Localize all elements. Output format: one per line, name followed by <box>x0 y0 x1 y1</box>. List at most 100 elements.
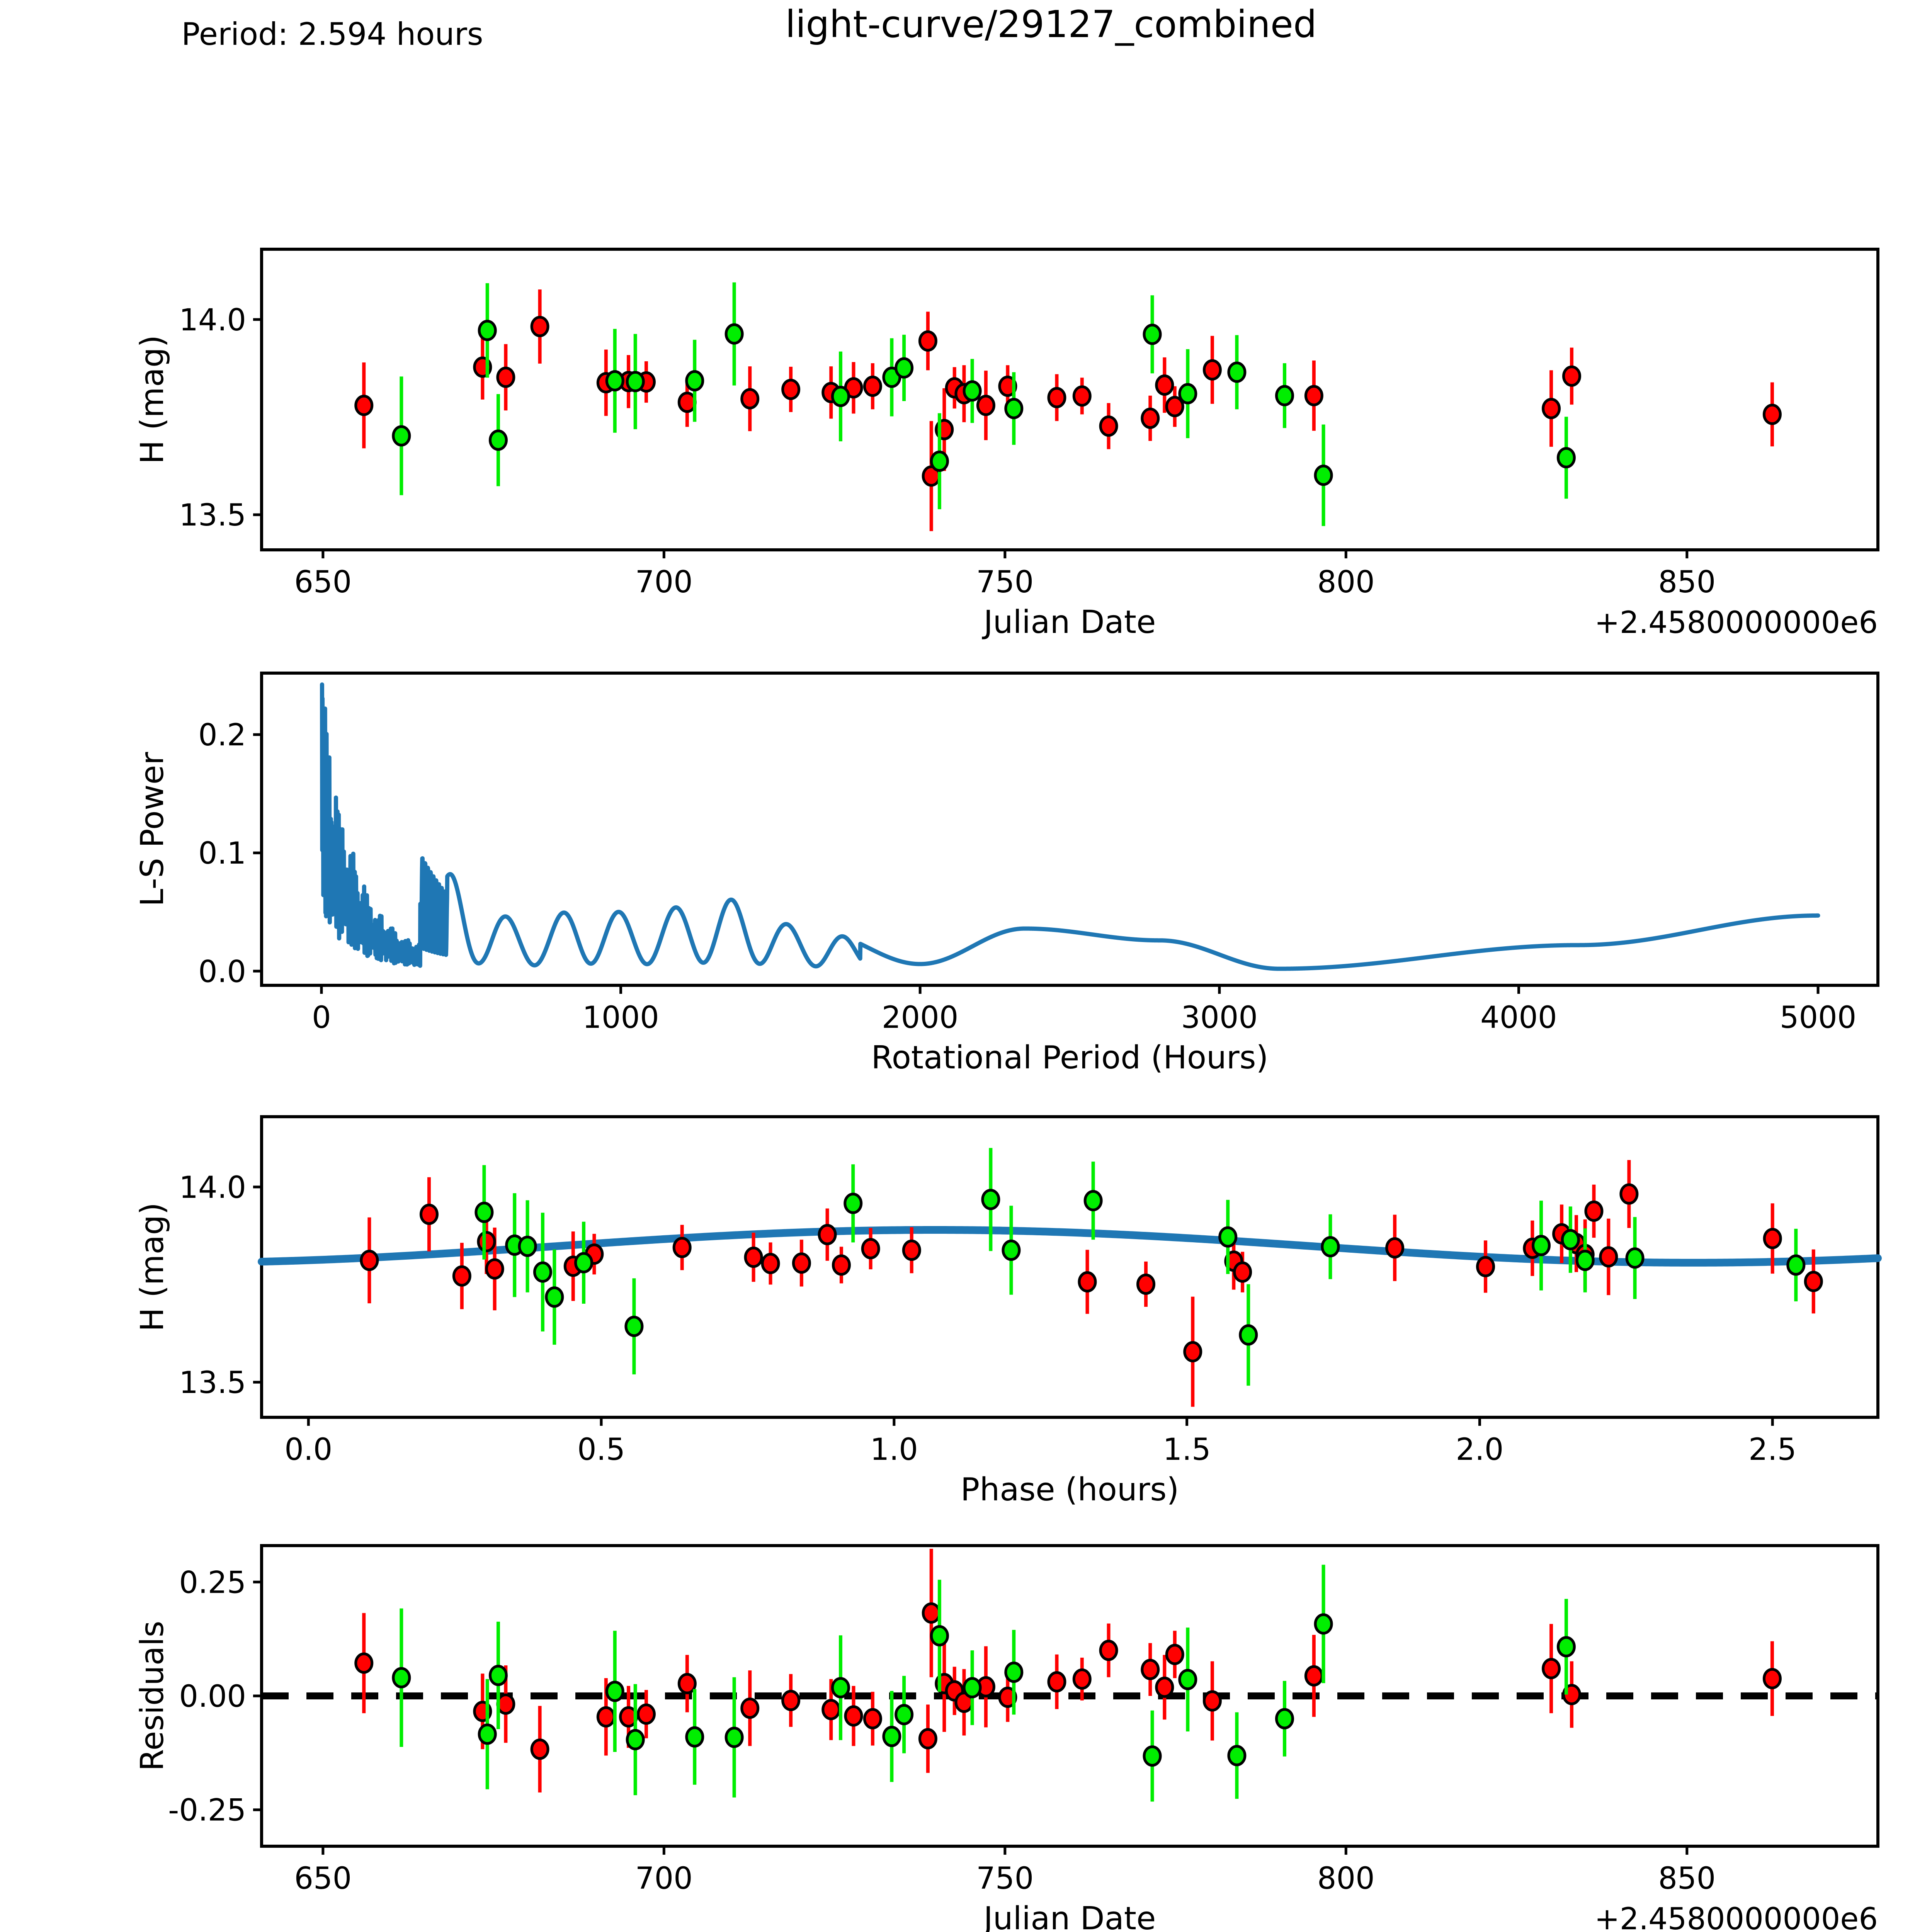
data-point[interactable] <box>1314 464 1333 486</box>
data-point[interactable] <box>1599 1246 1618 1268</box>
data-point[interactable] <box>478 320 497 341</box>
data-point[interactable] <box>605 1680 624 1702</box>
data-point[interactable] <box>1002 1240 1021 1261</box>
data-point[interactable] <box>533 1261 552 1283</box>
data-point[interactable] <box>1561 1229 1580 1250</box>
data-point[interactable] <box>1143 323 1162 345</box>
data-point[interactable] <box>1476 1256 1495 1277</box>
data-point[interactable] <box>478 1723 497 1745</box>
data-point[interactable] <box>1762 403 1782 425</box>
data-point[interactable] <box>918 1728 937 1750</box>
data-point[interactable] <box>1202 359 1222 381</box>
data-point[interactable] <box>354 395 374 416</box>
data-point[interactable] <box>863 376 882 397</box>
data-point[interactable] <box>477 1231 496 1252</box>
data-point[interactable] <box>1227 1745 1247 1766</box>
data-point[interactable] <box>1804 1270 1823 1292</box>
data-point[interactable] <box>1183 1341 1202 1362</box>
data-point[interactable] <box>1178 383 1197 405</box>
data-point[interactable] <box>922 1602 941 1624</box>
data-point[interactable] <box>1584 1201 1604 1222</box>
data-point[interactable] <box>354 1652 374 1674</box>
data-point[interactable] <box>895 357 914 379</box>
data-point[interactable] <box>1072 1668 1092 1690</box>
data-point[interactable] <box>930 451 949 472</box>
data-point[interactable] <box>761 1253 780 1274</box>
data-point[interactable] <box>1218 1226 1238 1248</box>
data-point[interactable] <box>1321 1236 1340 1257</box>
data-point[interactable] <box>902 1240 921 1261</box>
data-point[interactable] <box>1227 361 1247 383</box>
data-point[interactable] <box>832 1254 851 1276</box>
data-point[interactable] <box>930 1625 949 1646</box>
data-point[interactable] <box>1542 1658 1561 1679</box>
data-point[interactable] <box>677 1673 697 1694</box>
data-point[interactable] <box>1532 1235 1551 1256</box>
data-point[interactable] <box>1762 1668 1782 1689</box>
data-point[interactable] <box>626 1729 645 1750</box>
data-point[interactable] <box>1136 1273 1156 1295</box>
data-point[interactable] <box>976 395 995 416</box>
data-point[interactable] <box>1004 1662 1024 1683</box>
data-point[interactable] <box>724 1726 744 1748</box>
data-point[interactable] <box>744 1247 763 1268</box>
data-point[interactable] <box>685 1726 704 1748</box>
data-point[interactable] <box>685 370 704 392</box>
data-point[interactable] <box>895 1704 914 1725</box>
data-point[interactable] <box>1155 1677 1174 1698</box>
data-point[interactable] <box>626 371 645 393</box>
data-point[interactable] <box>998 1687 1017 1708</box>
data-point[interactable] <box>1304 1665 1323 1687</box>
data-point[interactable] <box>605 370 624 392</box>
data-point[interactable] <box>998 376 1017 397</box>
data-point[interactable] <box>821 1699 841 1720</box>
data-point[interactable] <box>1304 385 1323 406</box>
data-point[interactable] <box>1763 1228 1782 1249</box>
data-point[interactable] <box>831 1677 850 1699</box>
data-point[interactable] <box>360 1250 379 1271</box>
data-point[interactable] <box>1625 1247 1645 1269</box>
data-point[interactable] <box>677 391 697 413</box>
data-point[interactable] <box>1083 1190 1103 1211</box>
data-point[interactable] <box>1099 1639 1118 1661</box>
data-point[interactable] <box>1072 385 1092 407</box>
data-point[interactable] <box>1141 407 1160 429</box>
data-point[interactable] <box>392 425 411 447</box>
data-point[interactable] <box>485 1258 504 1280</box>
data-point[interactable] <box>1542 398 1561 419</box>
data-point[interactable] <box>1143 1745 1162 1767</box>
data-point[interactable] <box>882 1726 901 1747</box>
data-point[interactable] <box>963 380 982 402</box>
data-point[interactable] <box>530 1738 549 1760</box>
data-point[interactable] <box>1047 1671 1066 1692</box>
data-point[interactable] <box>740 388 760 410</box>
data-point[interactable] <box>672 1236 692 1258</box>
data-point[interactable] <box>918 330 937 352</box>
data-point[interactable] <box>724 323 744 345</box>
data-point[interactable] <box>844 1192 863 1214</box>
data-point[interactable] <box>496 1693 515 1715</box>
data-point[interactable] <box>496 366 515 388</box>
data-point[interactable] <box>1556 447 1576 469</box>
data-point[interactable] <box>792 1252 811 1274</box>
data-point[interactable] <box>818 1224 837 1245</box>
data-point[interactable] <box>1575 1250 1595 1271</box>
data-point[interactable] <box>518 1235 537 1257</box>
data-point[interactable] <box>1202 1690 1222 1712</box>
data-point[interactable] <box>1239 1324 1258 1346</box>
data-point[interactable] <box>1314 1613 1333 1635</box>
data-point[interactable] <box>1165 396 1184 417</box>
data-point[interactable] <box>963 1677 982 1699</box>
data-point[interactable] <box>1078 1271 1097 1293</box>
data-point[interactable] <box>530 316 549 337</box>
data-point[interactable] <box>844 1705 863 1727</box>
data-point[interactable] <box>624 1316 644 1337</box>
data-point[interactable] <box>863 1708 882 1730</box>
data-point[interactable] <box>1562 365 1582 387</box>
data-point[interactable] <box>392 1667 411 1689</box>
data-point[interactable] <box>781 379 801 400</box>
data-point[interactable] <box>861 1238 880 1260</box>
data-point[interactable] <box>488 1665 508 1686</box>
data-point[interactable] <box>419 1204 439 1225</box>
data-point[interactable] <box>1556 1636 1576 1658</box>
